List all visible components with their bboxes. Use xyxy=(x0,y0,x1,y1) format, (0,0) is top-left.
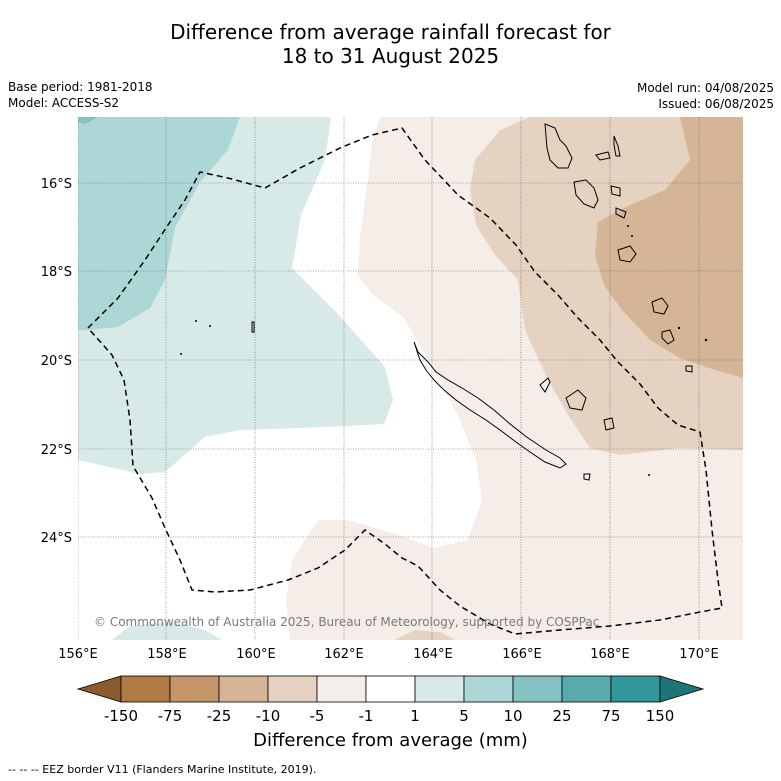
colorbar-segment xyxy=(463,675,514,703)
colorbar-tick-label: -75 xyxy=(158,707,183,725)
x-tick-label: 162°E xyxy=(324,647,364,662)
vanuatu-efate xyxy=(617,245,637,263)
colorbar-segment xyxy=(218,675,269,703)
map-title-line2: 18 to 31 August 2025 xyxy=(281,44,500,68)
graticule xyxy=(78,117,743,640)
anomaly-region-wet-small xyxy=(78,117,98,124)
colorbar-extend-high xyxy=(659,675,705,703)
colorbar-segment xyxy=(169,675,220,703)
vanuatu-epi xyxy=(610,185,621,197)
x-tick-label: 160°E xyxy=(236,647,276,662)
vanuatu-shepherd xyxy=(615,207,627,219)
colorbar-tick-label: 75 xyxy=(601,707,620,725)
y-tick-label: 20°S xyxy=(41,354,72,369)
loyalty-island-lifou xyxy=(565,389,587,411)
colorbar-tick-label: -1 xyxy=(359,707,374,725)
loyalty-island-ouvea xyxy=(539,377,551,393)
colorbar-tick-label: 1 xyxy=(410,707,420,725)
y-tick-label: 22°S xyxy=(41,443,72,458)
colorbar-segment xyxy=(120,675,171,703)
eez-border xyxy=(86,127,723,635)
colorbar-segment xyxy=(316,675,367,703)
chesterfield-reef xyxy=(251,321,255,333)
x-axis-labels: 156°E 158°E 160°E 162°E 164°E 166°E 168°… xyxy=(58,647,719,662)
new-caledonia-island xyxy=(413,341,567,469)
colorbar-tick-label: 10 xyxy=(503,707,522,725)
x-tick-label: 168°E xyxy=(590,647,630,662)
colorbar-tick-label: -150 xyxy=(104,707,138,725)
colorbar-tick-label: 150 xyxy=(646,707,675,725)
y-tick-label: 24°S xyxy=(41,531,72,546)
coastlines xyxy=(251,123,693,481)
colorbar-segment xyxy=(512,675,563,703)
vanuatu-malekula xyxy=(573,179,599,209)
map-title-line1: Difference from average rainfall forecas… xyxy=(170,20,611,44)
colorbar-segment xyxy=(610,675,661,703)
base-period-text: Base period: 1981-2018 xyxy=(8,80,153,94)
colorbar: -150 -75 -25 -10 -5 -1 1 5 10 25 75 150 xyxy=(76,675,705,725)
y-tick-label: 18°S xyxy=(41,265,72,280)
model-run-text: Model run: 04/08/2025 xyxy=(636,81,774,95)
colorbar-tick-label: 25 xyxy=(552,707,571,725)
colorbar-title: Difference from average (mm) xyxy=(253,730,528,751)
loyalty-island-mare xyxy=(603,417,615,431)
colorbar-tick-label: -5 xyxy=(310,707,325,725)
vanuatu-tanna xyxy=(661,329,675,345)
x-tick-label: 170°E xyxy=(679,647,719,662)
small-islets xyxy=(180,225,708,476)
x-tick-label: 166°E xyxy=(502,647,542,662)
y-axis-labels: 16°S 18°S 20°S 22°S 24°S xyxy=(41,177,72,546)
anomaly-region-wet-bottom xyxy=(112,622,222,640)
anomaly-region-dry-bottom xyxy=(395,630,455,640)
colorbar-segment xyxy=(365,675,416,703)
colorbar-segment xyxy=(414,675,465,703)
vanuatu-erromango xyxy=(651,297,669,315)
issued-date-text: Issued: 06/08/2025 xyxy=(658,97,774,111)
eez-footnote: -- -- -- EEZ border V11 (Flanders Marine… xyxy=(8,763,317,776)
x-tick-label: 158°E xyxy=(147,647,187,662)
colorbar-segment xyxy=(267,675,318,703)
x-tick-label: 164°E xyxy=(413,647,453,662)
vanuatu-ambae xyxy=(595,151,611,161)
y-tick-label: 16°S xyxy=(41,177,72,192)
colorbar-segment xyxy=(561,675,612,703)
x-tick-label: 156°E xyxy=(58,647,98,662)
vanuatu-pentecost xyxy=(613,135,621,157)
copyright-text: © Commonwealth of Australia 2025, Bureau… xyxy=(94,615,599,629)
anomaly-region-wet-moderate xyxy=(78,117,240,330)
model-name-text: Model: ACCESS-S2 xyxy=(8,96,120,110)
colorbar-tick-label: 5 xyxy=(459,707,469,725)
anomaly-region-dry-strong xyxy=(595,117,743,378)
colorbar-tick-label: -10 xyxy=(256,707,281,725)
colorbar-tick-label: -25 xyxy=(207,707,232,725)
colorbar-extend-low xyxy=(76,675,122,703)
vanuatu-espiritu-santo xyxy=(544,123,573,169)
isle-of-pines xyxy=(583,473,591,481)
vanuatu-aneityum xyxy=(685,365,693,373)
